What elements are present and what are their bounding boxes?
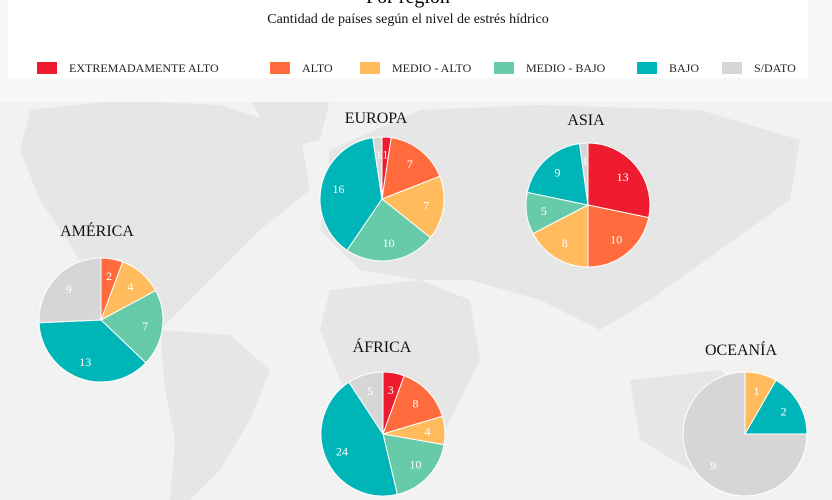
pie-value-label: 13 bbox=[79, 355, 91, 369]
pie-value-label: 10 bbox=[383, 236, 395, 250]
pie-value-label: 24 bbox=[336, 445, 348, 459]
legend: EXTREMADAMENTE ALTO ALTO MEDIO - ALTO ME… bbox=[0, 61, 832, 77]
pie-value-label: 13 bbox=[617, 170, 629, 184]
pie-value-label: 8 bbox=[562, 236, 568, 250]
pie-slice-europa-alto bbox=[381, 137, 441, 200]
legend-label: S/DATO bbox=[754, 61, 796, 75]
pie-value-label: 2 bbox=[781, 405, 787, 419]
pie-title-america: AMÉRICA bbox=[60, 221, 134, 240]
pie-slice-asia-extremadamente-alto bbox=[587, 142, 651, 219]
legend-swatch bbox=[270, 62, 290, 74]
pie-value-label: 3 bbox=[388, 383, 394, 397]
pie-value-label: 1 bbox=[376, 147, 382, 161]
pie-value-label: 9 bbox=[555, 165, 561, 179]
pie-slice-europa-medio-alto bbox=[381, 175, 445, 239]
pie-slice-africa-bajo bbox=[320, 381, 398, 497]
pie-value-label: 10 bbox=[610, 233, 622, 247]
pie-value-label: 16 bbox=[332, 182, 344, 196]
pie-slice-asia-medio-alto bbox=[532, 204, 589, 268]
legend-swatch bbox=[722, 62, 742, 74]
pie-slice-america-medio-bajo bbox=[100, 289, 164, 364]
header-band: Por región Cantidad de países según el n… bbox=[0, 0, 832, 102]
pie-slice-oceania-s-dato bbox=[682, 371, 808, 497]
pie-slice-europa-s-dato bbox=[372, 136, 383, 200]
chart-title: Por región bbox=[8, 0, 808, 9]
pie-value-label: 4 bbox=[127, 279, 133, 293]
pie-slice-america-s-dato bbox=[38, 257, 102, 324]
chart-subtitle: Cantidad de países según el nivel de est… bbox=[267, 12, 549, 27]
pie-slice-asia-alto bbox=[587, 204, 650, 268]
pie-slice-america-bajo bbox=[38, 319, 147, 383]
pie-slice-africa-medio-bajo bbox=[382, 433, 445, 495]
pie-slice-europa-medio-bajo bbox=[346, 198, 432, 262]
pie-value-label: 1 bbox=[754, 384, 760, 398]
map-greenland bbox=[250, 100, 330, 150]
legend-label: MEDIO - ALTO bbox=[392, 61, 472, 75]
legend-swatch bbox=[37, 62, 57, 74]
pie-value-label: 10 bbox=[409, 458, 421, 472]
pie-europa: 1 7 7 10 16 1 EUROPA bbox=[319, 110, 445, 262]
legend-label: BAJO bbox=[669, 61, 700, 75]
pie-oceania: 1 2 9 OCEANÍA bbox=[682, 340, 808, 497]
pie-value-label: 5 bbox=[541, 204, 547, 218]
pie-slice-africa-s-dato bbox=[348, 371, 384, 436]
pie-value-label: 7 bbox=[142, 319, 148, 333]
legend-swatch bbox=[494, 62, 514, 74]
pie-slice-asia-s-dato bbox=[578, 142, 589, 206]
pie-value-label: 1 bbox=[582, 153, 588, 167]
pie-value-label: 7 bbox=[407, 157, 413, 171]
pie-title-oceania: OCEANÍA bbox=[705, 340, 777, 359]
pie-america: 2 4 7 13 9 AMÉRICA bbox=[38, 221, 164, 383]
pie-value-label: 1 bbox=[382, 147, 388, 161]
pie-value-label: 2 bbox=[106, 269, 112, 283]
pie-value-label: 9 bbox=[66, 282, 72, 296]
pie-title-asia: ASIA bbox=[567, 112, 605, 129]
pie-slice-asia-bajo bbox=[526, 143, 589, 206]
pie-slice-oceania-bajo bbox=[744, 379, 808, 435]
pie-value-label: 9 bbox=[710, 459, 716, 473]
header-card: Por región Cantidad de países según el n… bbox=[8, 0, 808, 78]
pie-slice-africa-alto bbox=[382, 375, 444, 435]
pie-africa: 3 84 10 24 5 ÁFRICA bbox=[320, 337, 446, 497]
pie-value-label: 7 bbox=[423, 199, 429, 213]
pie-slice-europa-bajo bbox=[319, 137, 383, 251]
pie-value-label: 4 bbox=[425, 424, 431, 438]
legend-swatch bbox=[637, 62, 657, 74]
legend-label: ALTO bbox=[302, 61, 333, 75]
pie-value-label: 5 bbox=[367, 384, 373, 398]
map-south-america bbox=[160, 330, 270, 500]
pie-title-africa: ÁFRICA bbox=[353, 337, 412, 356]
pie-title-europa: EUROPA bbox=[345, 110, 408, 127]
legend-label: MEDIO - BAJO bbox=[526, 61, 606, 75]
legend-label: EXTREMADAMENTE ALTO bbox=[69, 61, 219, 75]
pie-value-label: 8 bbox=[412, 396, 418, 410]
pie-asia: 13 10 8 5 9 1 ASIA bbox=[525, 112, 651, 268]
legend-swatch bbox=[360, 62, 380, 74]
